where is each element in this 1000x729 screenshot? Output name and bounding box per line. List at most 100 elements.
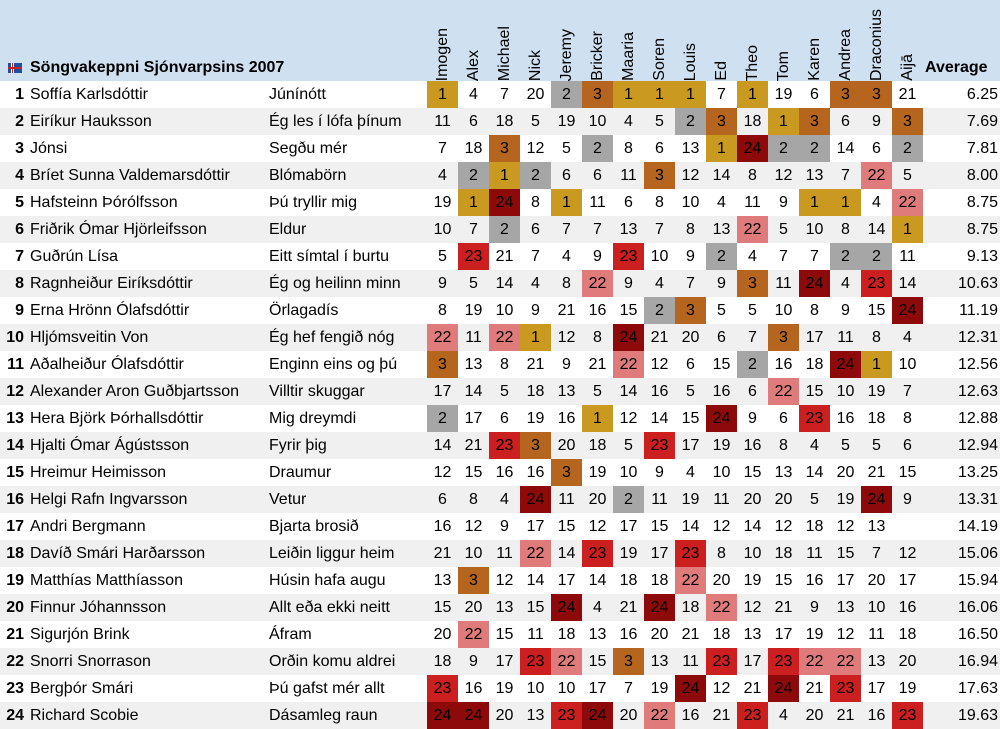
score-cell: 21 — [619, 598, 638, 616]
score-cell: 6 — [469, 112, 478, 130]
score-cell: 9 — [717, 274, 726, 292]
artist-cell: Hera Björk Þórhallsdóttir — [30, 409, 204, 427]
score-cell: 6 — [438, 490, 447, 508]
judge-header: Karen — [799, 0, 830, 81]
header-row: Söngvakeppni Sjónvarpsins 2007 Imogen Al… — [0, 0, 1000, 81]
table-row: 13 Hera Björk Þórhallsdóttir Mig dreymdi 2 1… — [0, 405, 1000, 432]
score-cell: 11 — [589, 193, 606, 211]
judge-header: Ed — [706, 0, 737, 81]
score-cell: 14 — [464, 382, 483, 400]
song-cell: Örlagadís — [269, 301, 339, 319]
score-cell: 24 — [613, 324, 644, 351]
judge-name: Nick — [526, 49, 544, 81]
score-cell: 1 — [768, 108, 799, 135]
judge-name: Tom — [774, 50, 792, 81]
score-cell: 20 — [588, 490, 607, 508]
score-cell: 14 — [712, 166, 731, 184]
average-cell: 8.75 — [966, 220, 998, 238]
score-cell: 18 — [526, 382, 545, 400]
score-cell: 5 — [872, 436, 881, 454]
score-cell: 3 — [458, 567, 489, 594]
score-cell: 9 — [779, 193, 788, 211]
score-cell: 24 — [458, 702, 489, 729]
score-cell: 18 — [805, 355, 824, 373]
judge-header: Imogen — [427, 0, 458, 81]
average-cell: 13.31 — [957, 490, 998, 508]
score-cell: 9 — [500, 517, 509, 535]
score-cell: 14 — [495, 274, 514, 292]
table-row: 10 Hljómsveitin Von Ég hef fengið nóg 22 11 2… — [0, 324, 1000, 351]
average-cell: 16.06 — [957, 598, 998, 616]
score-cell: 10 — [681, 193, 700, 211]
score-cell: 1 — [830, 189, 861, 216]
song-cell: Orðin komu aldrei — [269, 652, 396, 670]
score-cell: 1 — [675, 81, 706, 108]
score-cell: 9 — [624, 274, 633, 292]
score-cell: 23 — [799, 405, 830, 432]
score-cell: 12 — [526, 139, 545, 157]
judge-name: Andrea — [836, 29, 854, 81]
score-cell: 21 — [867, 463, 886, 481]
score-cell: 6 — [624, 193, 633, 211]
rank-cell: 23 — [6, 679, 24, 697]
score-cell: 15 — [836, 544, 855, 562]
rank-cell: 6 — [15, 220, 24, 238]
table-row: 7 Guðrún Lísa Eitt símtal í burtu 5 23 21 7 4 9 2… — [0, 243, 1000, 270]
score-cell: 16 — [805, 571, 824, 589]
score-cell: 23 — [706, 648, 737, 675]
score-cell: 2 — [489, 216, 520, 243]
score-cell: 17 — [805, 328, 824, 346]
score-cell: 23 — [458, 243, 489, 270]
score-cell: 21 — [743, 679, 762, 697]
score-cell: 10 — [588, 112, 607, 130]
score-cell: 8 — [872, 328, 881, 346]
score-cell: 12 — [464, 517, 483, 535]
average-cell: 12.63 — [957, 382, 998, 400]
score-cell: 6 — [903, 436, 912, 454]
rank-cell: 14 — [6, 436, 24, 454]
score-cell: 11 — [434, 112, 451, 130]
table-row: 2 Eiríkur Hauksson Ég les í lófa þínum 11 6 1… — [0, 108, 1000, 135]
score-cell: 10 — [805, 220, 824, 238]
score-cell: 6 — [655, 139, 664, 157]
score-cell: 7 — [686, 274, 695, 292]
score-cell: 8 — [562, 274, 571, 292]
score-cell: 3 — [582, 81, 613, 108]
score-cell: 9 — [903, 490, 912, 508]
rank-cell: 13 — [6, 409, 24, 427]
score-cell: 19 — [495, 679, 514, 697]
score-cell: 14 — [433, 436, 452, 454]
score-cell: 10 — [557, 679, 576, 697]
score-cell: 2 — [737, 351, 768, 378]
score-cell: 6 — [717, 328, 726, 346]
rank-cell: 2 — [15, 112, 24, 130]
rank-cell: 12 — [6, 382, 24, 400]
score-cell: 9 — [562, 355, 571, 373]
table-row: 5 Hafsteinn Þórólfsson Þú tryllir mig 19 1 24… — [0, 189, 1000, 216]
score-cell: 17 — [619, 517, 638, 535]
score-cell: 14 — [588, 571, 607, 589]
average-cell: 19.63 — [957, 706, 998, 724]
artist-cell: Jónsi — [30, 139, 68, 157]
score-cell: 7 — [438, 139, 447, 157]
artist-cell: Soffía Karlsdóttir — [30, 85, 148, 103]
score-cell: 5 — [779, 220, 788, 238]
score-cell: 6 — [500, 409, 509, 427]
score-cell: 16 — [774, 355, 793, 373]
score-cell: 6 — [531, 220, 540, 238]
score-cell: 2 — [861, 243, 892, 270]
score-cell: 20 — [433, 625, 452, 643]
flag-cell — [0, 0, 30, 81]
score-cell: 19 — [867, 382, 886, 400]
score-cell: 20 — [898, 652, 917, 670]
artist-cell: Helgi Rafn Ingvarsson — [30, 490, 188, 508]
song-cell: Þú tryllir mig — [269, 193, 358, 211]
score-cell: 15 — [743, 463, 762, 481]
score-cell: 3 — [644, 162, 675, 189]
score-cell: 8 — [686, 220, 695, 238]
score-cell: 15 — [433, 598, 452, 616]
score-cell: 15 — [774, 571, 793, 589]
song-cell: Draumur — [269, 463, 332, 481]
average-cell: 7.81 — [966, 139, 998, 157]
table-row: 6 Friðrik Ómar Hjörleifsson Eldur 10 7 2 6 7 7 13… — [0, 216, 1000, 243]
